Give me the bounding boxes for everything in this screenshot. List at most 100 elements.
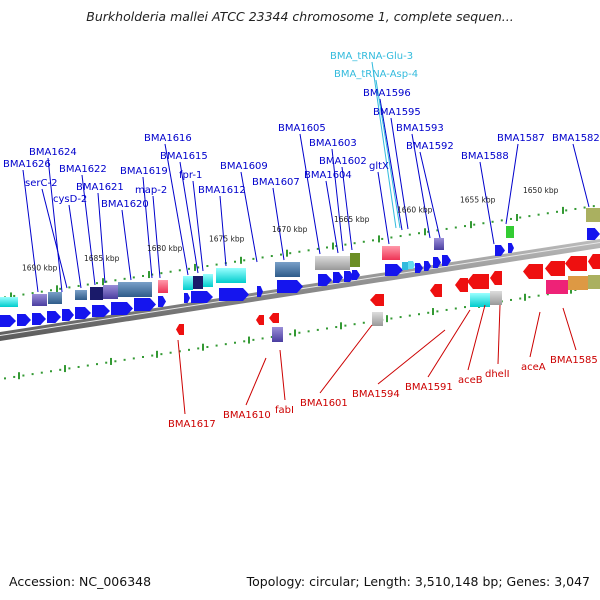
ring-dot [77, 284, 80, 287]
ring-dot [252, 338, 255, 341]
reverse-gene-label: dhelI [485, 369, 510, 380]
reverse-gene-label: BMA1610 [223, 410, 271, 421]
ring-dot [188, 348, 190, 351]
leader-line [377, 329, 446, 385]
ring-dot [50, 289, 52, 292]
ring-dot [178, 269, 181, 272]
ring-dot [464, 225, 466, 228]
scale-label: 1650 kbp [523, 186, 559, 195]
leader-line [427, 309, 471, 378]
ring-dot [427, 311, 430, 314]
leader-line [272, 187, 285, 261]
ring-dot [280, 253, 282, 256]
leader-line [319, 324, 373, 394]
scale-label: 1675 kbp [209, 235, 245, 244]
ring-tick [570, 286, 572, 294]
ring-dot [169, 270, 172, 273]
ring-dot [510, 298, 512, 301]
inner-scale-ring [4, 286, 595, 380]
ring-dot [13, 294, 16, 297]
cog-box [506, 226, 514, 238]
ring-dot [445, 308, 448, 311]
outer-scale-ring [4, 205, 595, 300]
forward-gene-label: BMA1612 [198, 185, 246, 196]
ring-dot [252, 257, 255, 260]
ring-dot [445, 227, 448, 230]
gene-arrow [75, 307, 91, 319]
ring-dot [491, 220, 494, 223]
leader-line [240, 171, 258, 263]
ring-dot [86, 283, 89, 286]
ring-dot [151, 354, 154, 357]
scale-label: 1690 kbp [22, 264, 58, 273]
gene-arrow [333, 272, 343, 283]
forward-cog-boxes [0, 208, 600, 307]
ring-dot [316, 247, 319, 250]
ring-dot [335, 326, 338, 329]
leader-line [390, 117, 409, 230]
ring-dot [40, 371, 43, 374]
leader-line [47, 157, 63, 293]
reverse-cog-boxes [272, 275, 600, 342]
ring-tick [18, 372, 20, 380]
ring-dot [418, 232, 420, 235]
ring-dot [270, 336, 273, 339]
forward-gene-label: BMA1624 [29, 147, 77, 158]
accession-label: Accession: NC_006348 [9, 574, 152, 589]
ring-dot [31, 292, 34, 295]
ring-tick [378, 235, 380, 243]
ring-dot [40, 290, 43, 293]
cog-box [588, 275, 600, 289]
gene-arrow [495, 245, 505, 256]
ring-dot [326, 246, 328, 249]
leader-line [479, 161, 495, 245]
forward-gene-label: BMA1592 [406, 141, 454, 152]
leader-line [152, 195, 161, 279]
ring-dot [243, 259, 246, 262]
forward-gene-label: BMA1607 [252, 177, 300, 188]
cog-box [118, 282, 152, 297]
ring-dot [510, 217, 512, 220]
leader-line [375, 79, 401, 229]
forward-gene-label: serC-2 [25, 178, 57, 189]
gene-arrow [62, 309, 74, 321]
gene-arrow [565, 256, 587, 271]
ring-dot [390, 317, 393, 320]
ring-tick [470, 221, 472, 229]
trna-arrow [408, 261, 415, 269]
ring-dot [169, 351, 172, 354]
ring-dot [436, 229, 439, 232]
ring-dot [399, 235, 402, 238]
ring-dot [68, 286, 71, 289]
ring-dot [123, 358, 126, 361]
gene-arrow [176, 324, 184, 335]
ring-dot [261, 337, 264, 340]
ring-dot [464, 306, 466, 309]
gene-arrow [92, 305, 110, 317]
ring-dot [206, 265, 209, 268]
forward-gene-label: BMA1593 [396, 123, 444, 134]
ring-tick [424, 228, 426, 236]
ring-tick [148, 271, 150, 279]
forward-gene-track [0, 228, 600, 327]
leader-line [331, 148, 344, 252]
trna-label: BMA_tRNA-Glu-3 [330, 51, 413, 62]
cog-box [490, 291, 502, 305]
leader-line [299, 133, 321, 255]
forward-gene-label: BMA1605 [278, 123, 326, 134]
ring-dot [178, 350, 181, 353]
ring-dot [307, 249, 310, 252]
cog-box [382, 246, 400, 260]
leader-line [219, 195, 227, 267]
leader-line [68, 204, 82, 289]
gene-arrow [191, 291, 213, 303]
reverse-gene-label: aceB [458, 375, 483, 386]
cog-box [90, 287, 103, 300]
leader-line [497, 304, 501, 365]
reverse-gene-label: BMA1591 [405, 382, 453, 393]
cog-box [216, 268, 246, 283]
ring-dot [50, 370, 52, 373]
reverse-gene-label: BMA1594 [352, 389, 400, 400]
cog-box [372, 312, 383, 326]
